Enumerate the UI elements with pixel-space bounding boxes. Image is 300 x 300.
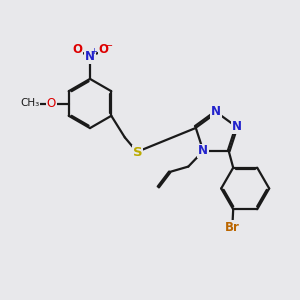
- Text: O: O: [47, 97, 56, 110]
- Text: N: N: [85, 50, 95, 63]
- Text: O: O: [72, 43, 82, 56]
- Text: CH₃: CH₃: [20, 98, 39, 109]
- Text: S: S: [133, 146, 142, 160]
- Text: N: N: [198, 145, 208, 158]
- Text: +: +: [91, 47, 97, 56]
- Text: O: O: [98, 43, 109, 56]
- Text: Br: Br: [225, 221, 240, 234]
- Text: −: −: [105, 41, 113, 52]
- Text: N: N: [232, 120, 242, 133]
- Text: N: N: [211, 105, 221, 119]
